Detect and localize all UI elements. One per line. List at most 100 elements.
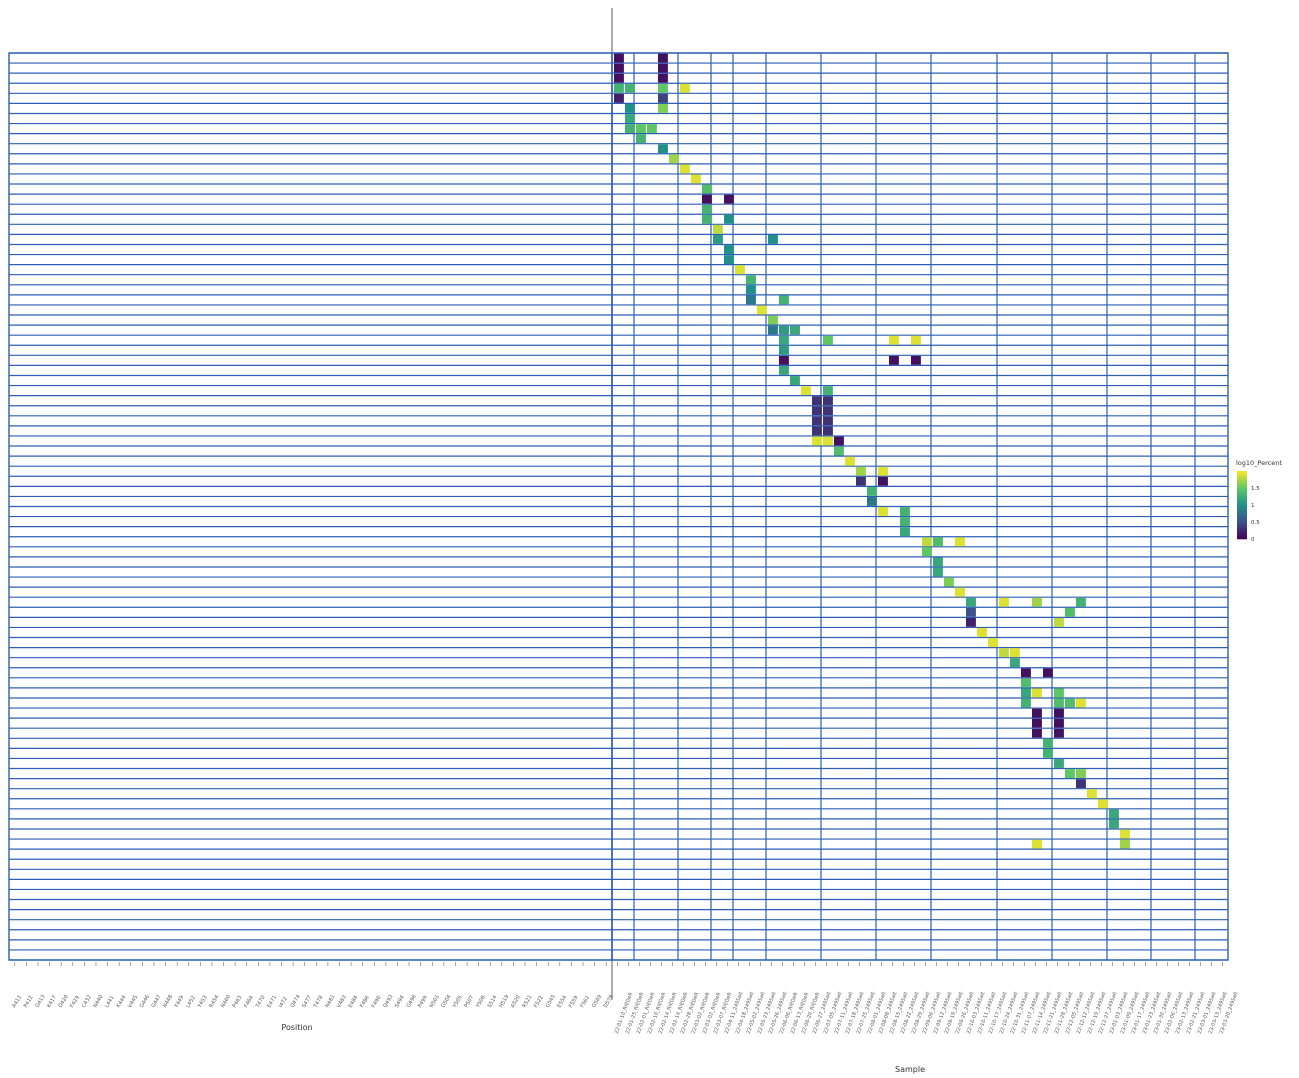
x-tick-label: F562 bbox=[580, 995, 592, 1009]
x-tick-label: K417 bbox=[46, 994, 58, 1009]
legend-swatch bbox=[1237, 505, 1247, 509]
heatmap-cell bbox=[955, 537, 965, 547]
heatmap-cell bbox=[702, 194, 712, 204]
heatmap-cell bbox=[735, 265, 745, 275]
x-tick-label: N481 bbox=[324, 994, 336, 1009]
heatmap-cell bbox=[933, 537, 943, 547]
heatmap-cell bbox=[1120, 829, 1130, 839]
heatmap-cell bbox=[1043, 668, 1053, 678]
heatmap-cell bbox=[922, 547, 932, 557]
heatmap-cell bbox=[658, 73, 668, 83]
heatmap-cell bbox=[999, 648, 1009, 658]
heatmap-cell bbox=[625, 103, 635, 113]
x-tick-label: Q493 bbox=[382, 994, 394, 1009]
heatmap-cell bbox=[658, 63, 668, 73]
legend-swatch bbox=[1237, 499, 1247, 503]
x-tick-label: E484 bbox=[348, 994, 360, 1009]
heatmap-cell bbox=[1032, 708, 1042, 718]
x-tick-label: Q474 bbox=[290, 993, 303, 1009]
heatmap-cell bbox=[636, 134, 646, 144]
x-tick-label: D420 bbox=[58, 994, 70, 1009]
heatmap-cell bbox=[713, 235, 723, 244]
heatmap-cell bbox=[823, 426, 833, 436]
legend-swatch bbox=[1237, 473, 1247, 477]
heatmap-cell bbox=[680, 83, 690, 93]
heatmap-cell bbox=[1043, 738, 1053, 748]
heatmap-cell bbox=[779, 335, 789, 345]
heatmap-cell bbox=[812, 406, 822, 416]
x-tick-label: P463 bbox=[232, 995, 244, 1009]
x-tick-label: P507 bbox=[464, 995, 476, 1009]
x-tick-label: G446 bbox=[139, 994, 151, 1009]
heatmap-cell bbox=[647, 124, 657, 134]
legend-swatch bbox=[1237, 527, 1247, 531]
x-tick-label: A411 bbox=[11, 994, 23, 1009]
heatmap-cell bbox=[768, 325, 778, 335]
heatmap-cell bbox=[1076, 779, 1086, 789]
legend-swatch bbox=[1237, 513, 1247, 517]
heatmap-cell bbox=[746, 295, 756, 305]
x-tick-label: C432 bbox=[81, 994, 93, 1009]
legend-swatch bbox=[1237, 488, 1247, 492]
heatmap-cell bbox=[614, 83, 624, 93]
heatmap-cell bbox=[911, 355, 921, 365]
legend-swatch bbox=[1237, 482, 1247, 486]
heatmap-cell bbox=[878, 466, 888, 476]
heatmap-cell bbox=[724, 255, 734, 265]
heatmap-cell bbox=[1021, 668, 1031, 678]
heatmap-cell bbox=[1054, 728, 1064, 738]
x-tick-label: H519 bbox=[498, 994, 510, 1009]
heatmap-cell bbox=[680, 164, 690, 174]
heatmap-cell bbox=[1021, 688, 1031, 698]
heatmap-cell bbox=[1065, 769, 1075, 778]
heatmap-cell bbox=[614, 63, 624, 73]
x-tick-label: F486 bbox=[359, 995, 371, 1009]
heatmap-cell bbox=[1054, 617, 1064, 627]
heatmap-cell bbox=[1109, 809, 1119, 819]
heatmap-cell bbox=[988, 638, 998, 647]
x-tick-label: L441 bbox=[104, 995, 116, 1009]
heatmap-cell bbox=[933, 567, 943, 577]
heatmap-cell bbox=[614, 93, 624, 103]
legend-swatch bbox=[1237, 502, 1247, 506]
heatmap-cell bbox=[702, 214, 712, 224]
heatmap-cell bbox=[614, 53, 624, 63]
x-tick-label: G496 bbox=[406, 994, 418, 1009]
heatmap-cell bbox=[1098, 799, 1108, 809]
legend-swatch bbox=[1237, 524, 1247, 528]
heatmap-cell bbox=[1065, 607, 1075, 617]
legend-swatch bbox=[1237, 471, 1247, 475]
heatmap-cell bbox=[878, 507, 888, 516]
x-axis-label-sample: Sample bbox=[895, 1065, 925, 1074]
heatmap-cell bbox=[702, 184, 712, 194]
x-tick-label: S514 bbox=[487, 994, 499, 1009]
heatmap-cell bbox=[1032, 597, 1042, 607]
heatmap-cell bbox=[614, 73, 624, 83]
legend-swatch bbox=[1237, 485, 1247, 489]
heatmap-cell bbox=[779, 295, 789, 305]
heatmap-cell bbox=[1021, 698, 1031, 708]
heatmap-cell bbox=[1054, 759, 1064, 768]
heatmap-cell bbox=[966, 597, 976, 607]
heatmap-cell bbox=[779, 366, 789, 375]
x-tick-label: Y508 bbox=[475, 995, 487, 1010]
heatmap-cell bbox=[955, 587, 965, 597]
x-tick-label: K444 bbox=[116, 994, 128, 1009]
x-tick-label: T470 bbox=[254, 995, 266, 1010]
x-tick-label: T478 bbox=[312, 995, 324, 1010]
heatmap-cell bbox=[724, 194, 734, 204]
heatmap-cell bbox=[625, 114, 635, 123]
heatmap-cell bbox=[812, 396, 822, 406]
x-tick-label: F429 bbox=[69, 995, 81, 1009]
color-legend: 0 0.5 1 1.5 bbox=[1237, 471, 1260, 543]
heatmap-cell bbox=[790, 376, 800, 385]
heatmap-cell bbox=[856, 476, 866, 486]
heatmap-cell bbox=[900, 507, 910, 516]
heatmap-cell bbox=[812, 426, 822, 436]
heatmap-cell bbox=[933, 557, 943, 567]
heatmap-cell bbox=[658, 93, 668, 103]
heatmap-cell bbox=[1054, 718, 1064, 728]
legend-swatch bbox=[1237, 530, 1247, 534]
legend-swatch bbox=[1237, 493, 1247, 497]
